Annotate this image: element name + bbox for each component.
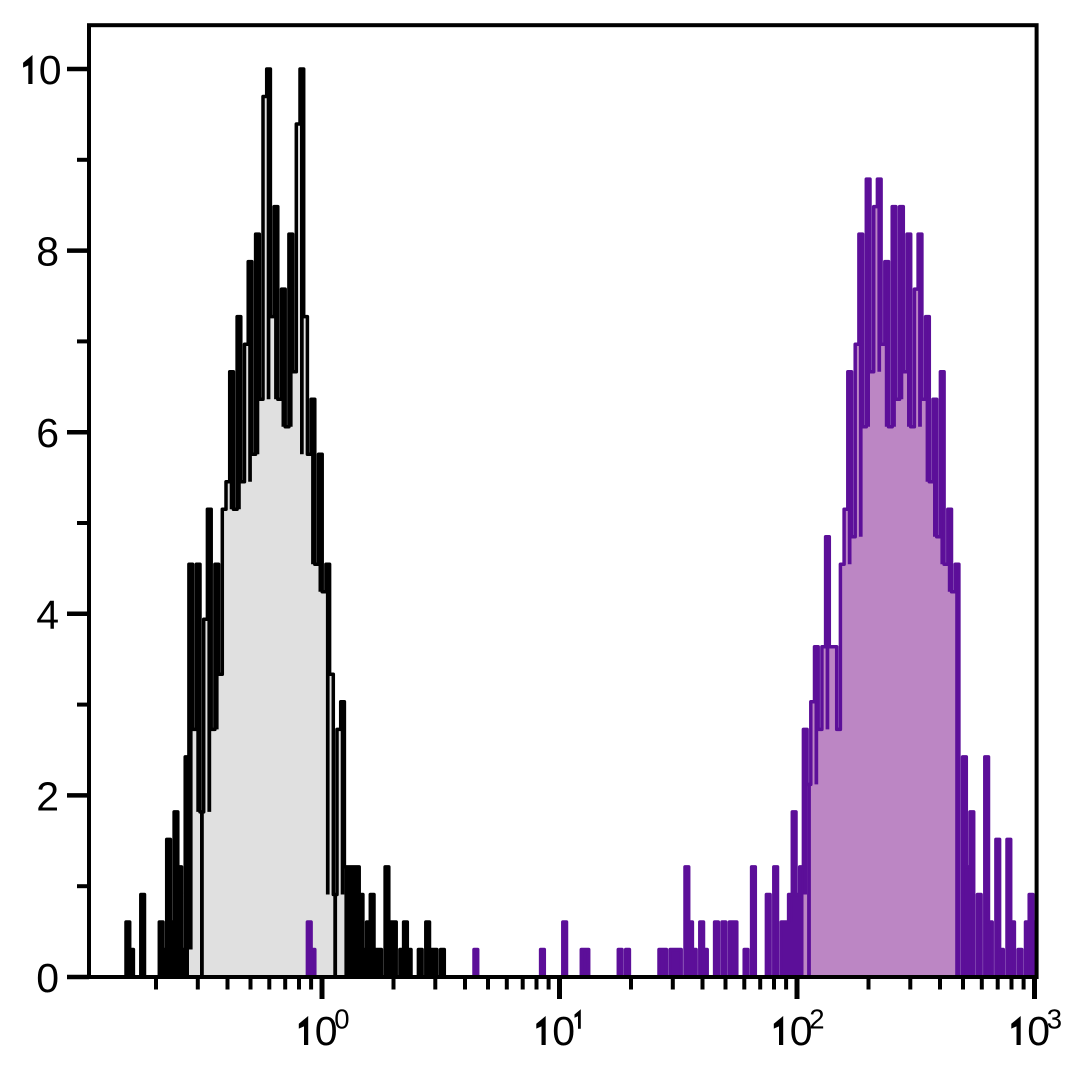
svg-text:0: 0 xyxy=(552,1008,575,1054)
svg-text:2: 2 xyxy=(36,773,59,819)
svg-text:2: 2 xyxy=(809,1004,824,1035)
svg-text:0: 0 xyxy=(36,955,59,1001)
svg-text:0: 0 xyxy=(1027,1008,1050,1054)
svg-text:8: 8 xyxy=(36,229,59,275)
svg-text:0: 0 xyxy=(39,47,62,93)
svg-text:0: 0 xyxy=(315,1008,338,1054)
svg-text:0: 0 xyxy=(790,1008,813,1054)
svg-text:3: 3 xyxy=(1047,1004,1062,1035)
svg-text:6: 6 xyxy=(36,410,59,456)
svg-text:0: 0 xyxy=(334,1004,349,1035)
svg-text:4: 4 xyxy=(36,592,59,638)
